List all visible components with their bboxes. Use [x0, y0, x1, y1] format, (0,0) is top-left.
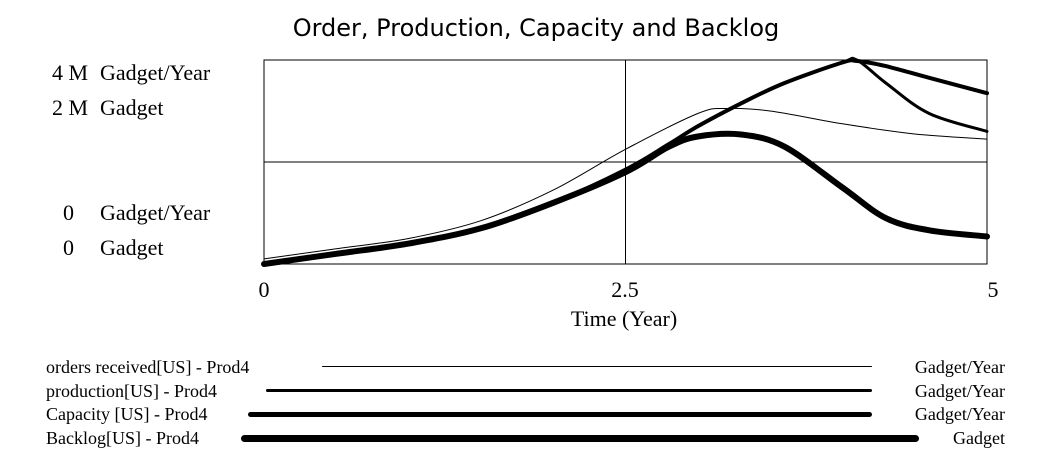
y-axis-max-0-unit: Gadget/Year: [100, 60, 211, 85]
y-axis-min-1: 0 Gadget: [0, 235, 260, 261]
chart-title: Order, Production, Capacity and Backlog: [292, 14, 780, 42]
legend-unit-orders: Gadget/Year: [914, 357, 1005, 377]
x-tick-2: 5: [987, 277, 999, 302]
x-axis-label: Time (Year): [570, 306, 678, 331]
x-tick-1: 2.5: [611, 277, 639, 302]
legend-line-capacity: [248, 412, 872, 417]
y-axis-min-0: 0 Gadget/Year: [0, 200, 260, 226]
series-layer: [261, 56, 990, 267]
legend-row-capacity: Capacity [US] - Prod4 Gadget/Year: [0, 403, 1046, 425]
y-axis-min-1-value: 0: [63, 235, 74, 260]
legend-row-orders: orders received[US] - Prod4 Gadget/Year: [0, 356, 1046, 378]
legend-unit-backlog: Gadget: [953, 428, 1005, 448]
x-tick-0: 0: [258, 277, 270, 302]
y-axis-max-0-value: 4 M: [51, 60, 88, 85]
y-axis-max-1-value: 2 M: [51, 95, 88, 120]
legend-line-production: [266, 389, 872, 392]
legend-name-backlog: Backlog[US] - Prod4: [46, 428, 199, 448]
legend-line-orders: [322, 366, 872, 367]
legend-row-production: production[US] - Prod4 Gadget/Year: [0, 380, 1046, 402]
legend-unit-production: Gadget/Year: [914, 381, 1005, 401]
y-axis-min-0-unit: Gadget/Year: [100, 200, 211, 225]
y-axis-min-1-unit: Gadget: [100, 235, 164, 260]
y-axis-max-1-unit: Gadget: [100, 95, 164, 120]
legend-name-capacity: Capacity [US] - Prod4: [46, 404, 208, 424]
y-axis-max-0: 4 M Gadget/Year: [0, 60, 260, 86]
legend-line-backlog: [241, 435, 919, 442]
legend-row-backlog: Backlog[US] - Prod4 Gadget: [0, 427, 1046, 449]
legend-name-production: production[US] - Prod4: [46, 381, 217, 401]
legend-name-orders: orders received[US] - Prod4: [46, 357, 250, 377]
y-axis-min-0-value: 0: [63, 200, 74, 225]
y-axis-max-1: 2 M Gadget: [0, 95, 260, 121]
series-line-backlog: [261, 130, 990, 267]
series-line-orders: [263, 107, 988, 260]
legend-unit-capacity: Gadget/Year: [914, 404, 1005, 424]
plot-area: [261, 56, 990, 267]
